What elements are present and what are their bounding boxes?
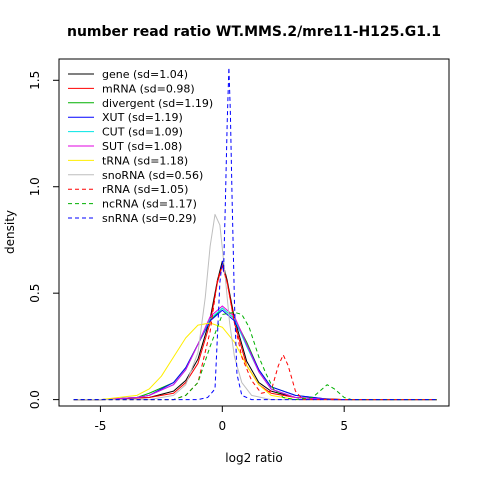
x-tick-label: 0 bbox=[218, 419, 226, 433]
series-line bbox=[73, 305, 437, 401]
legend: gene (sd=1.04)mRNA (sd=0.98) divergent (s… bbox=[68, 68, 213, 225]
plot-frame bbox=[58, 58, 450, 407]
legend-entry: XUT (sd=1.19) bbox=[102, 111, 183, 124]
y-tick-label: 0.0 bbox=[28, 390, 42, 409]
legend-entry: gene (sd=1.04) bbox=[102, 68, 188, 81]
series-line bbox=[73, 311, 437, 401]
legend-entry: snRNA (sd=0.29) bbox=[102, 212, 197, 225]
legend-entry: mRNA (sd=0.98) bbox=[102, 82, 195, 95]
legend-entry: CUT (sd=1.09) bbox=[102, 126, 183, 139]
y-tick-label: 1.5 bbox=[28, 71, 42, 90]
series-line bbox=[73, 67, 437, 401]
series-layer bbox=[73, 67, 437, 401]
legend-entry: ncRNA (sd=1.17) bbox=[102, 198, 197, 211]
chart-title: number read ratio WT.MMS.2/mre11-H125.G1… bbox=[67, 24, 441, 40]
series-line bbox=[73, 213, 437, 401]
y-axis-label: density bbox=[3, 210, 17, 254]
legend-entry: SUT (sd=1.08) bbox=[102, 140, 182, 153]
y-axis: 0.0 0.5 1.0 1.5 bbox=[28, 71, 59, 409]
series-line bbox=[73, 322, 437, 401]
y-tick-label: 1.0 bbox=[28, 177, 42, 196]
y-tick-label: 0.5 bbox=[28, 284, 42, 303]
legend-entry: divergent (sd=1.19) bbox=[102, 97, 213, 110]
x-tick-label: -5 bbox=[94, 419, 106, 433]
x-axis-label: log2 ratio bbox=[225, 451, 282, 465]
legend-entry: tRNA (sd=1.18) bbox=[102, 154, 188, 167]
legend-entry: rRNA (sd=1.05) bbox=[102, 183, 188, 196]
x-tick-label: 5 bbox=[340, 419, 348, 433]
legend-entry: snoRNA (sd=0.56) bbox=[102, 169, 203, 182]
x-axis: -5 0 5 bbox=[94, 406, 348, 433]
